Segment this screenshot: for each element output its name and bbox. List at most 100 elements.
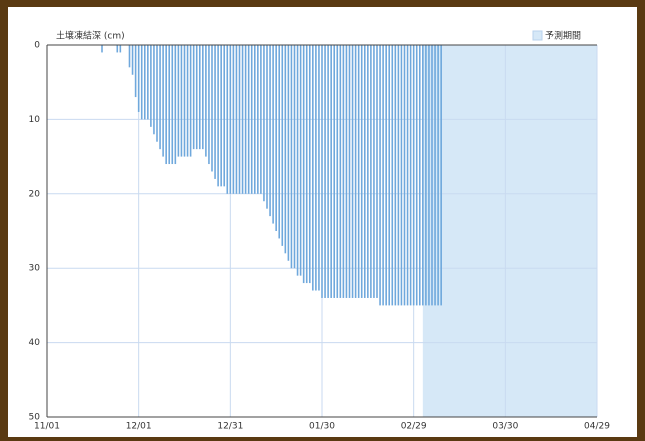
- bar: [260, 45, 262, 194]
- bar: [422, 45, 424, 306]
- bar: [348, 45, 351, 298]
- bar: [296, 45, 299, 276]
- bar: [391, 45, 394, 306]
- bar: [379, 45, 381, 306]
- bar: [397, 45, 400, 306]
- bar: [140, 45, 143, 120]
- bar: [250, 45, 253, 194]
- bar: [327, 45, 329, 298]
- bar: [269, 45, 271, 217]
- bar: [342, 45, 345, 298]
- bar: [418, 45, 421, 306]
- bar: [131, 45, 134, 75]
- x-tick-label: 02/29: [401, 422, 427, 432]
- bar: [302, 45, 305, 284]
- bar: [434, 45, 436, 306]
- bar: [437, 45, 439, 306]
- bar: [308, 45, 311, 284]
- bar: [226, 45, 229, 194]
- bar: [388, 45, 391, 306]
- bar: [394, 45, 397, 306]
- bar: [354, 45, 357, 298]
- bar: [241, 45, 244, 194]
- legend-label: 予測期間: [545, 30, 581, 42]
- bar: [318, 45, 320, 291]
- bar: [376, 45, 378, 298]
- bar: [159, 45, 161, 150]
- bar: [266, 45, 268, 209]
- bar: [156, 45, 158, 142]
- bar: [189, 45, 192, 157]
- bar: [357, 45, 360, 298]
- bar: [400, 45, 403, 306]
- bar: [238, 45, 241, 194]
- bar: [174, 45, 177, 165]
- bar: [312, 45, 314, 291]
- bar: [382, 45, 384, 306]
- bar: [409, 45, 412, 306]
- bar: [198, 45, 201, 150]
- x-tick-label: 03/30: [492, 422, 518, 432]
- bar: [257, 45, 259, 194]
- bar: [183, 45, 186, 157]
- bar: [428, 45, 430, 306]
- bar: [336, 45, 339, 298]
- bar: [214, 45, 216, 179]
- bar: [339, 45, 342, 298]
- bar: [168, 45, 171, 165]
- y-tick-label: 0: [34, 41, 40, 51]
- bar: [321, 45, 323, 298]
- bar: [385, 45, 387, 306]
- bar: [373, 45, 375, 298]
- bar: [244, 45, 247, 194]
- bar: [128, 45, 131, 68]
- bar: [275, 45, 277, 231]
- y-tick-label: 20: [29, 189, 41, 199]
- bar: [299, 45, 302, 276]
- bar: [211, 45, 213, 172]
- bar: [440, 45, 442, 306]
- bar: [247, 45, 250, 194]
- bar: [425, 45, 427, 306]
- bar: [134, 45, 137, 98]
- x-tick-label: 01/30: [309, 422, 335, 432]
- bar: [101, 45, 103, 53]
- bar: [403, 45, 406, 306]
- bar: [180, 45, 183, 157]
- bar: [281, 45, 284, 246]
- bar: [147, 45, 149, 120]
- bar: [208, 45, 210, 165]
- bar: [220, 45, 222, 187]
- bar: [223, 45, 226, 187]
- x-tick-label: 12/31: [217, 422, 243, 432]
- bar: [186, 45, 189, 157]
- bar: [360, 45, 363, 298]
- bar: [253, 45, 256, 194]
- bar: [315, 45, 317, 291]
- bar: [150, 45, 152, 127]
- bar: [305, 45, 308, 284]
- bar: [205, 45, 207, 157]
- bar: [171, 45, 174, 165]
- bar: [431, 45, 433, 306]
- y-tick-label: 40: [29, 338, 41, 348]
- y-tick-label: 10: [29, 115, 41, 125]
- bar: [137, 45, 140, 112]
- bar: [202, 45, 204, 150]
- bar: [345, 45, 348, 298]
- chart-title: 土壌凍結深 (cm): [56, 30, 125, 42]
- x-tick-label: 12/01: [126, 422, 152, 432]
- bar: [217, 45, 219, 187]
- bar: [162, 45, 164, 157]
- bar: [293, 45, 296, 269]
- bar: [330, 45, 332, 298]
- bar: [263, 45, 265, 202]
- bar: [232, 45, 235, 194]
- bar: [406, 45, 409, 306]
- bar: [195, 45, 198, 150]
- bar: [351, 45, 354, 298]
- bar: [192, 45, 195, 150]
- bar: [153, 45, 155, 135]
- bar: [324, 45, 326, 298]
